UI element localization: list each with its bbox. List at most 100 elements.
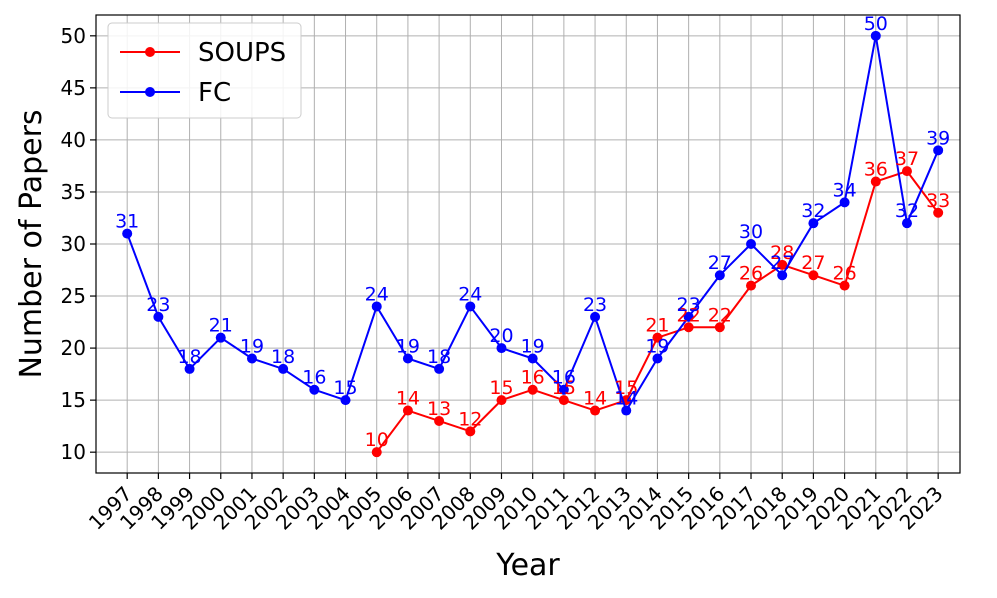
- data-label-fc: 24: [365, 283, 389, 305]
- data-label-soups: 12: [458, 408, 482, 430]
- legend-label-fc: FC: [198, 78, 231, 108]
- y-tick-label: 50: [61, 24, 86, 48]
- data-point-fc: [153, 311, 164, 322]
- data-label-fc: 32: [801, 200, 825, 222]
- data-label-fc: 16: [302, 367, 326, 389]
- y-tick-label: 45: [61, 76, 86, 100]
- data-label-fc: 23: [583, 294, 607, 316]
- data-label-soups: 10: [365, 429, 389, 451]
- data-point-fc: [371, 301, 382, 312]
- data-label-soups: 37: [895, 148, 919, 170]
- data-point-soups: [434, 415, 445, 426]
- data-point-soups: [808, 270, 819, 281]
- data-label-soups: 14: [396, 388, 420, 410]
- data-label-soups: 26: [739, 263, 763, 285]
- data-point-fc: [901, 218, 912, 229]
- series-layer: [122, 30, 944, 458]
- data-point-fc: [527, 353, 538, 364]
- data-point-fc: [683, 311, 694, 322]
- data-point-soups: [901, 166, 912, 177]
- data-point-fc: [496, 343, 507, 354]
- data-label-soups: 36: [864, 159, 888, 181]
- data-label-fc: 18: [271, 346, 295, 368]
- y-tick-label: 25: [61, 284, 86, 308]
- data-point-soups: [683, 322, 694, 333]
- data-label-fc: 19: [645, 336, 669, 358]
- data-label-soups: 16: [521, 367, 545, 389]
- data-label-soups: 15: [489, 377, 513, 399]
- y-tick-label: 30: [61, 232, 86, 256]
- data-point-fc: [402, 353, 413, 364]
- data-point-soups: [652, 332, 663, 343]
- data-label-soups: 21: [645, 315, 669, 337]
- data-point-fc: [746, 239, 757, 249]
- x-axis-title: Year: [495, 548, 560, 583]
- data-point-soups: [402, 405, 413, 416]
- data-label-soups: 27: [801, 252, 825, 274]
- data-point-fc: [246, 353, 257, 364]
- data-point-fc: [278, 363, 289, 374]
- data-point-fc: [714, 270, 725, 281]
- data-label-fc: 19: [521, 336, 545, 358]
- legend-box: [107, 22, 302, 119]
- data-point-soups: [933, 207, 944, 218]
- data-label-soups: 22: [677, 304, 701, 326]
- y-tick-label: 15: [61, 388, 86, 412]
- data-label-soups: 13: [427, 398, 451, 420]
- data-point-fc: [777, 270, 788, 281]
- data-label-soups: 33: [926, 190, 950, 212]
- y-tick-label: 10: [61, 440, 86, 464]
- data-label-fc: 18: [427, 346, 451, 368]
- data-label-fc: 27: [708, 252, 732, 274]
- y-tick-label: 20: [61, 336, 86, 360]
- data-label-soups: 28: [770, 242, 794, 264]
- data-point-soups: [590, 405, 601, 416]
- data-label-fc: 27: [770, 252, 794, 274]
- data-point-fc: [808, 218, 819, 229]
- data-label-fc: 14: [614, 388, 638, 410]
- data-point-soups: [746, 280, 757, 291]
- data-point-fc: [621, 405, 632, 416]
- y-tick-label: 40: [61, 128, 86, 152]
- data-label-fc: 50: [864, 13, 888, 35]
- data-label-soups: 26: [832, 263, 856, 285]
- data-label-fc: 16: [552, 367, 576, 389]
- y-axis-title: Number of Papers: [14, 109, 49, 378]
- data-label-fc: 31: [115, 211, 139, 233]
- data-label-fc: 18: [177, 346, 201, 368]
- data-point-soups: [527, 384, 538, 395]
- data-point-soups: [496, 395, 507, 406]
- data-point-soups: [777, 259, 788, 270]
- legend: SOUPS FC: [107, 22, 302, 119]
- data-point-fc: [652, 353, 663, 364]
- data-label-fc: 15: [333, 377, 357, 399]
- data-label-fc: 30: [739, 221, 763, 243]
- data-label-fc: 23: [677, 294, 701, 316]
- data-point-fc: [465, 301, 476, 312]
- data-point-soups: [371, 447, 382, 458]
- data-label-fc: 21: [209, 315, 233, 337]
- data-point-fc: [184, 363, 195, 374]
- data-point-fc: [590, 311, 601, 322]
- legend-marker-soups: [145, 47, 155, 57]
- legend-marker-fc: [145, 87, 155, 97]
- data-label-fc: 19: [396, 336, 420, 358]
- data-label-fc: 24: [458, 283, 482, 305]
- data-point-fc: [215, 332, 226, 343]
- data-point-soups: [465, 426, 476, 437]
- data-point-soups: [558, 395, 569, 406]
- data-label-fc: 19: [240, 336, 264, 358]
- data-point-fc: [870, 30, 881, 41]
- data-point-soups: [839, 280, 850, 291]
- x-axis-ticks: 1997199819992000200120022003200420052006…: [84, 473, 948, 535]
- data-point-fc: [309, 384, 320, 395]
- data-label-fc: 20: [489, 325, 513, 347]
- data-point-fc: [340, 395, 351, 406]
- data-label-soups: 15: [552, 377, 576, 399]
- y-tick-label: 35: [61, 180, 86, 204]
- y-axis-ticks: 10 15 20 25 30 35 40 45 50: [61, 24, 96, 464]
- data-point-fc: [434, 363, 445, 374]
- data-label-soups: 22: [708, 304, 732, 326]
